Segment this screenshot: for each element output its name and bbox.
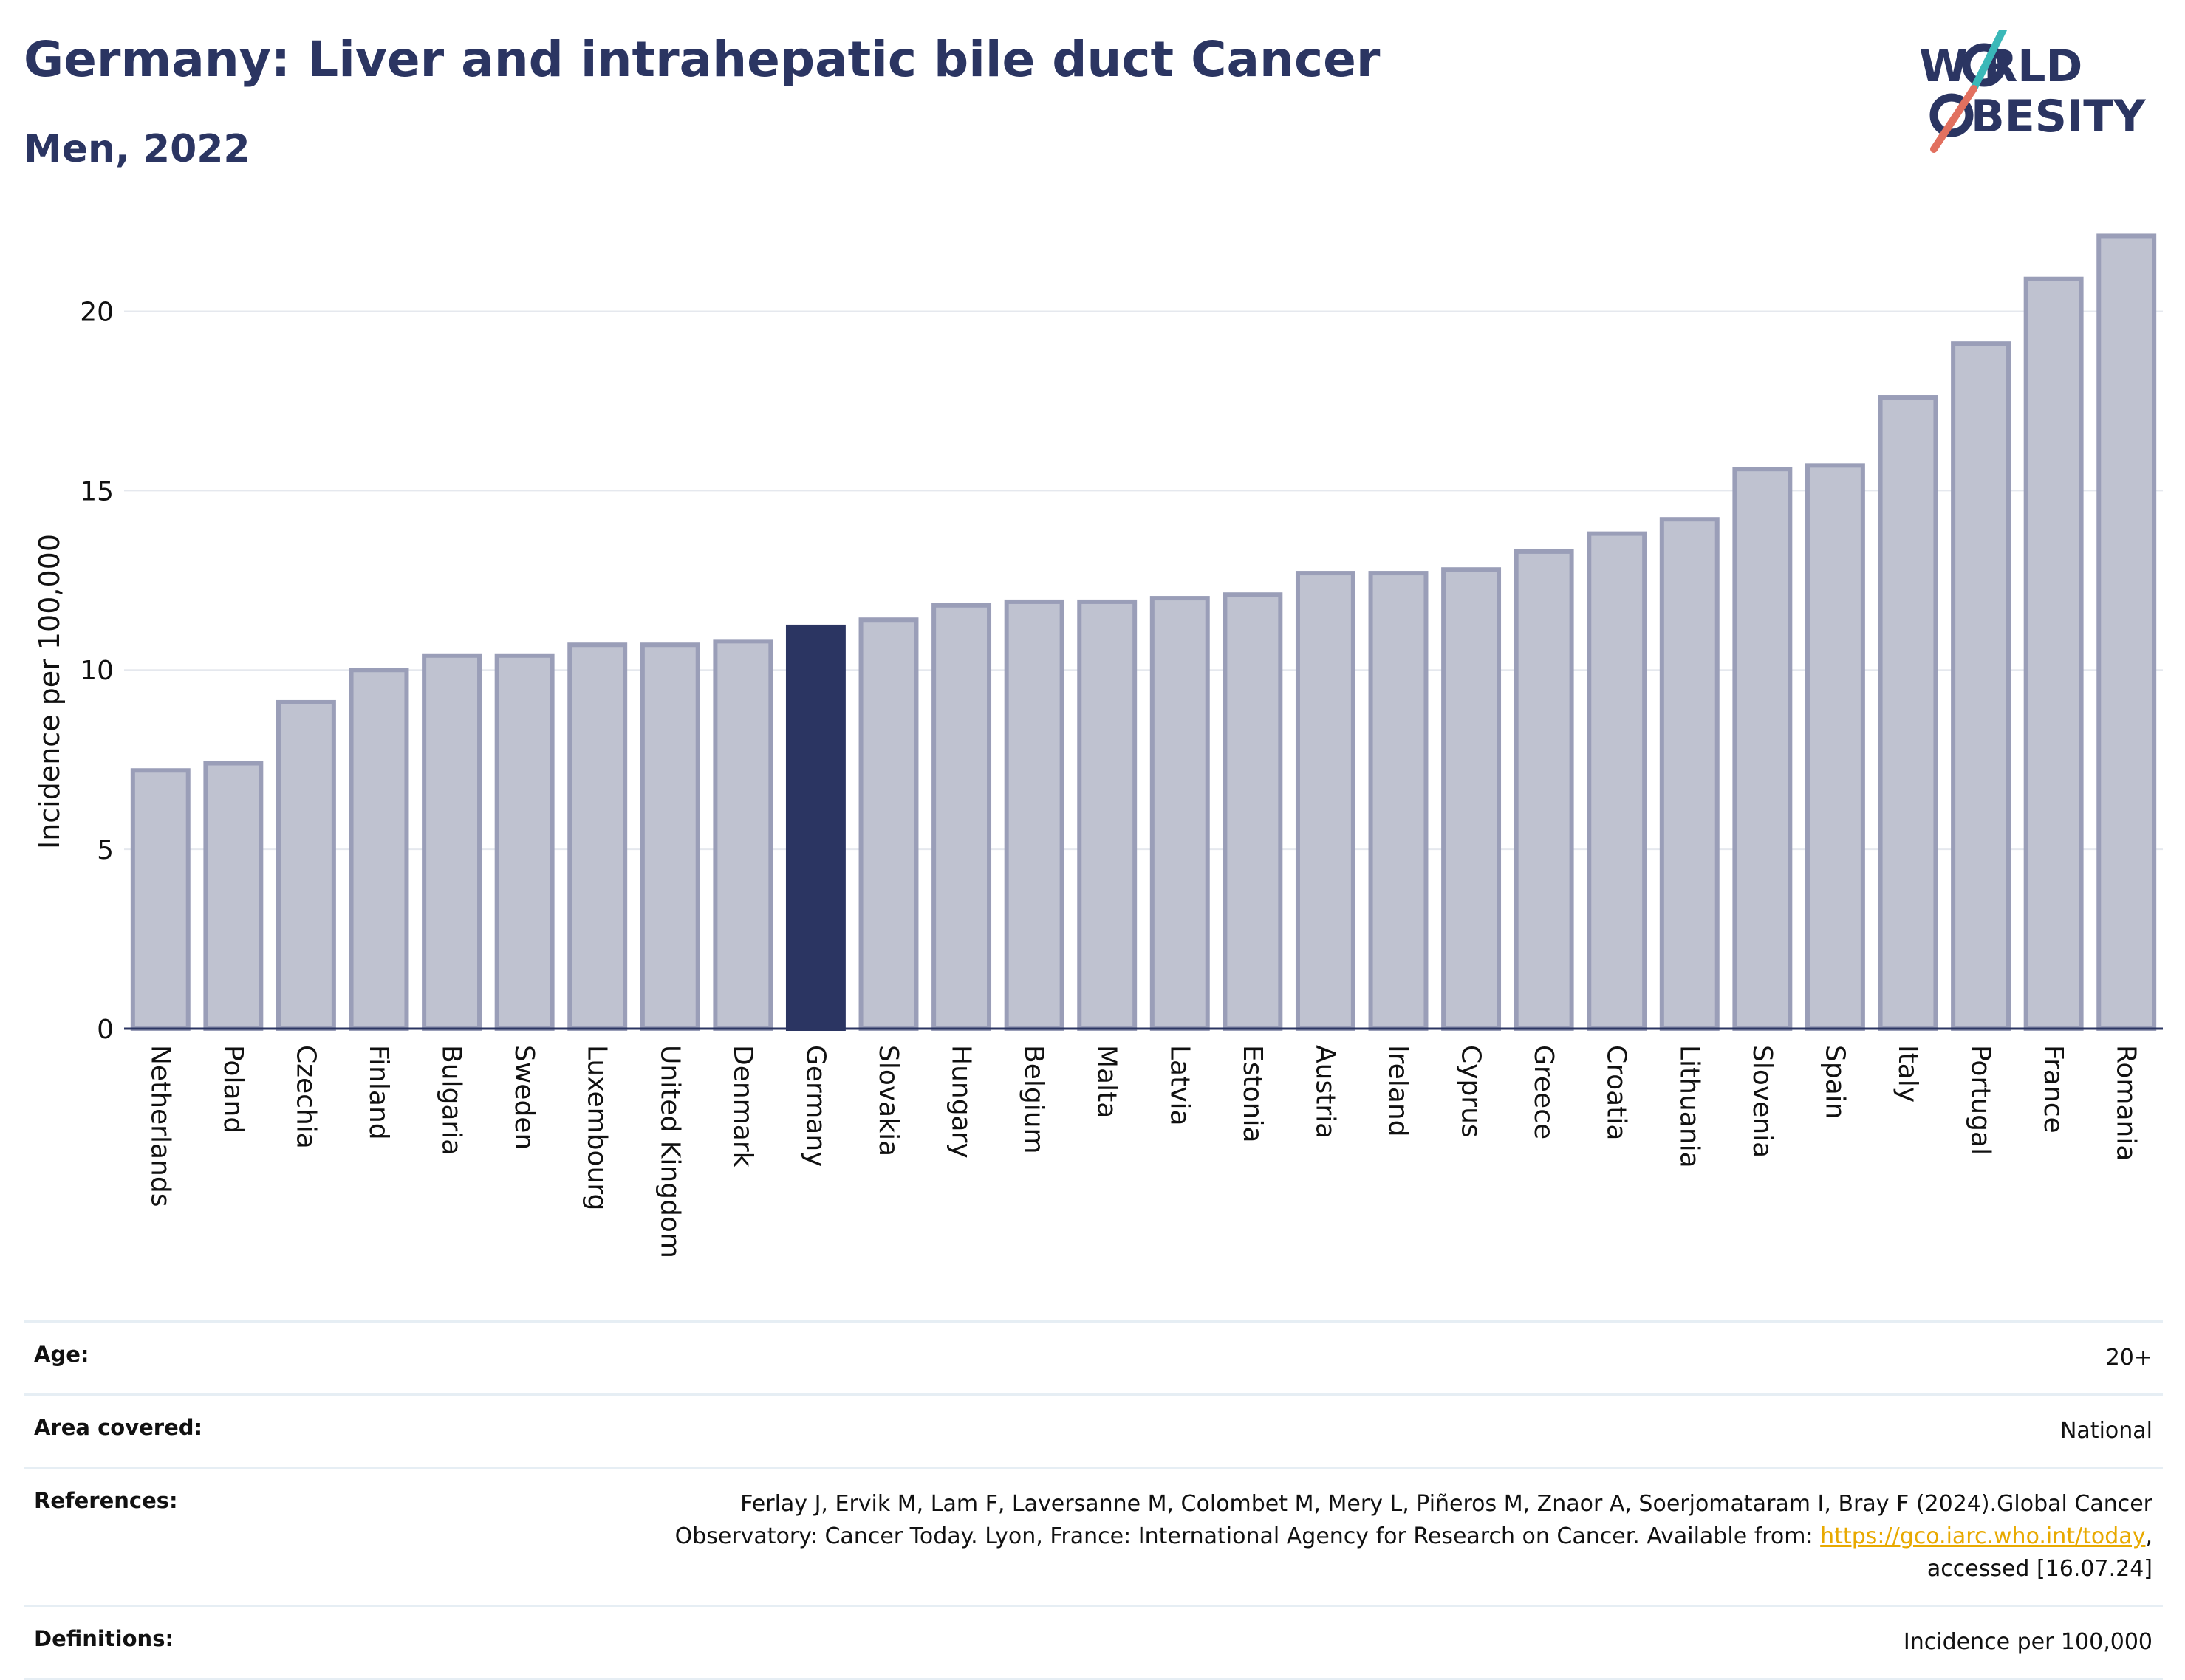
- x-tick-labels: Netherlands Poland Czechia Finland Bulgaria S…: [145, 1045, 2141, 1258]
- bar-romania: [2096, 233, 2157, 1031]
- x-tick-label: Estonia: [1237, 1045, 1268, 1143]
- references-link[interactable]: https://gco.iarc.who.int/today: [1820, 1523, 2146, 1549]
- x-tick-label: Germany: [800, 1045, 830, 1167]
- bar-croatia: [1587, 531, 1647, 1031]
- bar-cyprus: [1441, 567, 1502, 1031]
- bar-netherlands: [130, 768, 191, 1031]
- bar-malta: [1077, 599, 1138, 1031]
- x-tick-label: Poland: [218, 1045, 248, 1134]
- bar-greece: [1514, 549, 1574, 1031]
- x-tick-label: Bulgaria: [437, 1045, 467, 1155]
- y-tick-label: 20: [80, 297, 114, 327]
- info-table: Age: 20+ Area covered: National Referenc…: [24, 1320, 2163, 1680]
- bar-belgium: [1004, 599, 1064, 1031]
- x-tick-label: Malta: [1092, 1045, 1122, 1118]
- x-tick-label: United Kingdom: [654, 1045, 685, 1258]
- logo-o-ring-2: [1929, 93, 1974, 137]
- y-axis-label: Incidence per 100,000: [33, 534, 66, 849]
- bar-estonia: [1223, 592, 1283, 1031]
- x-tick-label: Greece: [1528, 1045, 1559, 1139]
- x-tick-label: Italy: [1892, 1045, 1923, 1103]
- bar-sweden: [494, 653, 555, 1032]
- y-tick-label: 15: [80, 476, 114, 507]
- bar-denmark: [713, 639, 773, 1031]
- bar-united-kingdom: [640, 642, 700, 1031]
- bar-italy: [1878, 395, 1938, 1031]
- info-row-references: References: Ferlay J, Ervik M, Lam F, La…: [24, 1467, 2163, 1605]
- x-tick-label: Cyprus: [1456, 1045, 1486, 1138]
- x-tick-label: Denmark: [728, 1045, 758, 1168]
- bar-czechia: [276, 699, 336, 1031]
- y-tick-label: 10: [80, 656, 114, 686]
- references-text-1: Ferlay J, Ervik M, Lam F, Laversanne M, …: [740, 1491, 2152, 1517]
- age-value: 20+: [2105, 1345, 2152, 1371]
- age-label: Age:: [34, 1342, 89, 1367]
- definitions-label: Definitions:: [34, 1626, 174, 1651]
- logo-line-2: BESITY: [1971, 91, 2147, 143]
- info-row-age: Age: 20+: [24, 1320, 2163, 1393]
- x-tick-label: Luxembourg: [582, 1045, 612, 1210]
- bar-luxembourg: [567, 642, 628, 1031]
- x-tick-label: Lithuania: [1674, 1045, 1704, 1168]
- definitions-value: Incidence per 100,000: [1903, 1629, 2152, 1655]
- y-tick-label: 5: [97, 835, 114, 865]
- y-tick-labels: 0 5 10 15 20: [80, 297, 114, 1045]
- x-tick-label: Portugal: [1966, 1045, 1996, 1155]
- info-row-definitions: Definitions: Incidence per 100,000: [24, 1605, 2163, 1680]
- x-tick-label: Romania: [2111, 1045, 2141, 1161]
- x-tick-label: Belgium: [1019, 1045, 1049, 1154]
- area-label: Area covered:: [34, 1415, 203, 1440]
- x-tick-label: Slovenia: [1747, 1045, 1777, 1158]
- bar-lithuania: [1659, 517, 1720, 1031]
- x-tick-label: Ireland: [1383, 1045, 1413, 1137]
- bar-germany: [785, 624, 846, 1031]
- y-tick-label: 0: [97, 1015, 114, 1045]
- logo-o-ring: [1962, 43, 2006, 87]
- x-tick-label: Finland: [363, 1045, 394, 1140]
- bar-finland: [349, 668, 409, 1031]
- x-tick-label: Hungary: [946, 1045, 977, 1159]
- x-tick-label: Netherlands: [145, 1045, 175, 1207]
- bar-ireland: [1368, 571, 1429, 1031]
- bar-portugal: [1951, 341, 2011, 1032]
- bar-slovenia: [1732, 467, 1793, 1031]
- chart-title: Germany: Liver and intrahepatic bile duc…: [24, 31, 1381, 88]
- logo-slash-bottom: [1930, 85, 1977, 153]
- x-tick-label: Croatia: [1601, 1045, 1632, 1140]
- references-text-2: Observatory: Cancer Today. Lyon, France:…: [674, 1523, 1821, 1549]
- bar-spain: [1805, 463, 1865, 1031]
- references-label: References:: [34, 1488, 178, 1513]
- bar-france: [2023, 276, 2084, 1032]
- bar-hungary: [931, 603, 992, 1031]
- x-tick-label: Czechia: [290, 1045, 321, 1149]
- bar-bulgaria: [422, 653, 482, 1032]
- info-row-area: Area covered: National: [24, 1393, 2163, 1467]
- chart-subtitle: Men, 2022: [24, 127, 250, 171]
- x-tick-label: Austria: [1310, 1045, 1340, 1139]
- bars: [130, 233, 2157, 1032]
- x-tick-label: Latvia: [1164, 1045, 1194, 1126]
- x-tick-label: Spain: [1819, 1045, 1850, 1120]
- bar-chart: 0 5 10 15 20 Netherlands Poland Czechia Finland…: [33, 233, 2163, 1258]
- x-tick-label: Sweden: [509, 1045, 539, 1150]
- bar-slovakia: [858, 617, 919, 1031]
- references-text-3: ,: [2145, 1523, 2152, 1549]
- bar-austria: [1295, 571, 1355, 1031]
- x-tick-label: Slovakia: [873, 1045, 903, 1156]
- logo-slash-top: [1970, 30, 2007, 92]
- bar-poland: [203, 761, 264, 1031]
- x-tick-label: France: [2038, 1045, 2068, 1134]
- area-value: National: [2059, 1418, 2152, 1444]
- references-text-4: accessed [16.07.24]: [1926, 1556, 2152, 1582]
- bar-latvia: [1149, 596, 1210, 1031]
- references-value: Ferlay J, Ervik M, Lam F, Laversanne M, …: [675, 1488, 2152, 1585]
- world-obesity-logo: W RLD BESITY: [1919, 30, 2147, 153]
